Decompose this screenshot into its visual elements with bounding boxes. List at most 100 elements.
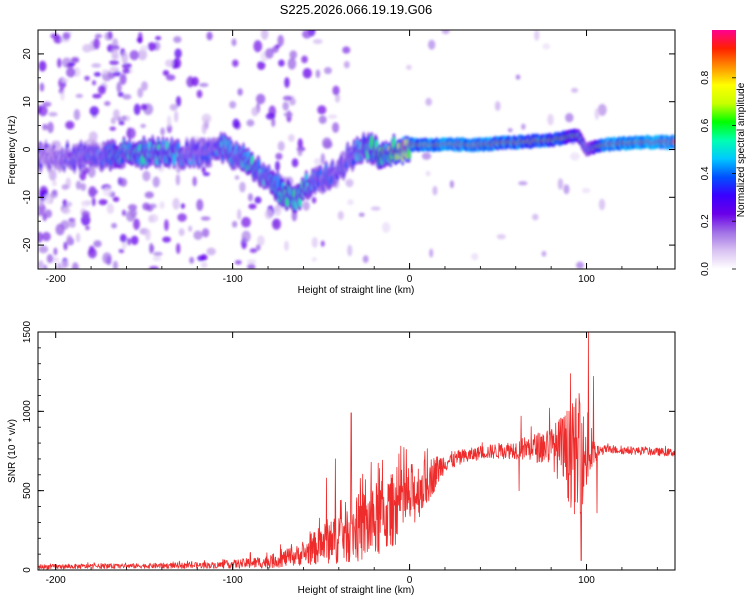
spectrogram-noise-blob xyxy=(257,235,265,247)
spectrogram-noise-blob xyxy=(92,93,102,99)
spectrogram-noise-blob xyxy=(121,115,127,121)
spectrogram-noise-blob xyxy=(133,218,140,230)
spectrogram-noise-blob xyxy=(277,34,284,47)
spectrogram-noise-blob xyxy=(239,181,246,193)
spectrogram-x-ticks: -200 -100 0 100 xyxy=(46,30,658,285)
spectrogram-noise-blob xyxy=(140,123,146,128)
spectrogram-noise-blob xyxy=(38,199,43,207)
spectrogram-noise-blob xyxy=(342,46,351,54)
spectrogram-noise-blob xyxy=(119,177,128,187)
spectrogram-noise-blob xyxy=(597,103,607,116)
spectrogram-noise-blob xyxy=(91,80,97,86)
spectrogram-noise-blob xyxy=(88,189,99,195)
spectrogram-noise-blob xyxy=(255,244,261,251)
spectrogram-noise-blob xyxy=(46,253,54,264)
spectrogram-noise-blob xyxy=(174,48,182,59)
figure-title: S225.2026.066.19.19.G06 xyxy=(280,2,433,17)
spectrogram-noise-blob xyxy=(129,50,140,61)
spectrogram-noise-blob xyxy=(312,38,323,45)
spectrogram-noise-blob xyxy=(177,213,187,222)
spectrogram-noise-blob xyxy=(284,77,290,88)
spectrogram-noise-blob xyxy=(133,103,141,116)
spectrogram-noise-blob xyxy=(75,180,82,190)
spectrogram-noise-blob xyxy=(104,101,111,106)
spectrogram-noise-blob xyxy=(241,230,251,243)
spectrogram-noise-blob xyxy=(38,260,44,269)
spectrogram-noise-blob xyxy=(313,158,322,165)
spectrogram-noise-blob xyxy=(347,199,354,206)
spectrogram-y-ticks: -20 -10 0 10 20 xyxy=(22,29,675,270)
spectrogram-noise-blob xyxy=(337,210,344,220)
spectrogram-noise-blob xyxy=(317,105,327,115)
spectrogram-noise-blob xyxy=(137,87,144,98)
spectrogram-noise-blob xyxy=(175,174,181,186)
spectrogram-noise-blob xyxy=(253,40,263,53)
spectrogram-noise-blob xyxy=(271,117,276,127)
spectrogram-noise-blob xyxy=(81,210,91,218)
spectrogram-noise-blob xyxy=(80,182,87,192)
spectrogram-noise-blob xyxy=(65,120,75,130)
spectrogram-noise-blob xyxy=(88,131,98,142)
spectrogram-noise-blob xyxy=(232,118,240,129)
spectrogram-noise-blob xyxy=(137,49,148,61)
spectrogram-noise-blob xyxy=(48,169,57,181)
spectrogram-noise-blob xyxy=(248,203,257,210)
spectrogram-noise-blob xyxy=(42,123,48,131)
spectrogram-noise-blob xyxy=(180,203,186,209)
spectrogram-noise-blob xyxy=(173,36,182,44)
spectrogram-noise-blob xyxy=(425,170,431,177)
spectrogram-noise-blob xyxy=(246,119,255,127)
spectrogram-noise-blob xyxy=(111,222,118,229)
spectrogram-noise-blob xyxy=(85,225,90,231)
spectrogram-noise-blob xyxy=(323,66,332,75)
spectrogram-noise-blob xyxy=(315,69,321,79)
spectrogram-noise-blob xyxy=(93,37,100,50)
spectrogram-noise-blob xyxy=(275,204,280,212)
spectrogram-noise-blob xyxy=(594,108,600,120)
spectrogram-noise-blob xyxy=(89,106,99,116)
spectrogram-noise-blob xyxy=(345,178,354,188)
spectrogram-noise-blob xyxy=(358,212,365,217)
spectrogram-noise-blob xyxy=(370,206,381,211)
spectrogram-noise-blob xyxy=(206,247,216,256)
spectrogram-noise-blob xyxy=(570,152,580,161)
spectrogram-noise-blob xyxy=(106,203,115,215)
spectrogram-noise-blob xyxy=(66,234,73,246)
spectrogram-noise-blob xyxy=(332,85,340,96)
spectrogram-noise-blob xyxy=(118,120,125,126)
spectrogram-noise-blob xyxy=(149,242,154,255)
spectrogram-noise-blob xyxy=(44,209,53,219)
colorbar-tick-label: 0.2 xyxy=(700,214,711,228)
spectrogram-noise-blob xyxy=(113,109,120,120)
spectrogram-noise-blob xyxy=(160,127,165,136)
spectrogram-noise-blob xyxy=(362,255,369,264)
snr-y-tick-label: 500 xyxy=(22,482,33,499)
spectrogram-noise-blob xyxy=(63,241,68,251)
spectrogram-noise-blob xyxy=(109,126,117,131)
spectrogram-noise-blob xyxy=(425,97,433,106)
snr-y-tick-label: 1500 xyxy=(22,320,33,343)
spectrogram-noise-blob xyxy=(119,73,127,85)
spectrogram-noise-blob xyxy=(515,74,521,80)
spectrogram-noise-blob xyxy=(102,252,112,265)
spectrogram-noise-blob xyxy=(66,201,73,207)
spectrogram-noise-blob xyxy=(39,82,45,92)
spectrogram-noise-blob xyxy=(119,233,127,243)
spectrogram-noise-blob xyxy=(192,176,197,187)
spectrogram-noise-blob xyxy=(175,95,182,107)
spectrogram-noise-blob xyxy=(126,237,132,246)
spectrogram-noise-blob xyxy=(188,225,193,232)
spectrogram-noise-blob xyxy=(60,90,65,101)
spectrogram-noise-blob xyxy=(38,60,47,72)
spectrogram-noise-blob xyxy=(547,113,554,126)
spectrogram-noise-blob xyxy=(42,101,52,107)
spectrogram-noise-blob xyxy=(107,30,113,40)
spectrogram-noise-blob xyxy=(136,37,143,43)
spectrogram-noise-blob xyxy=(51,179,57,187)
spectrogram-noise-blob xyxy=(193,230,203,240)
spectrogram-noise-blob xyxy=(311,236,318,248)
spectrogram-noise-blob xyxy=(318,115,327,124)
spectrogram-noise-blob xyxy=(557,178,564,190)
spectrogram-noise-blob xyxy=(159,201,165,209)
